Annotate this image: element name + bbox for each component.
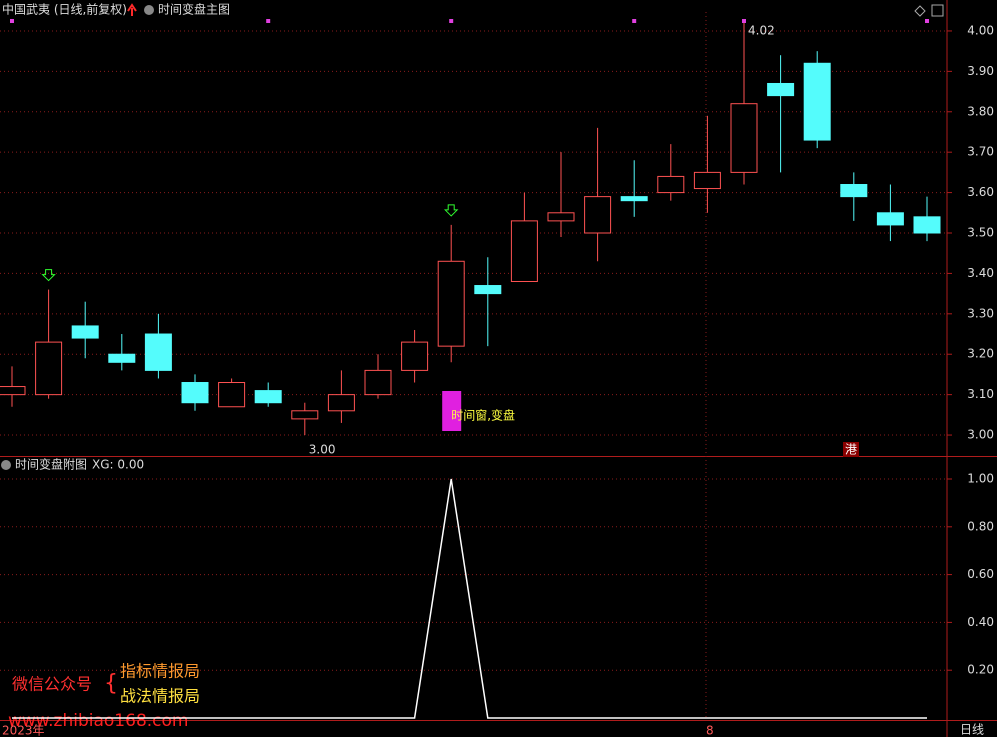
y-tick-label: 0.20 [967,663,994,677]
candle-body [803,62,831,141]
signal-dot [10,19,14,23]
y-tick-label: 0.60 [967,567,994,581]
icon [144,5,154,15]
y-tick-label: 3.10 [967,387,994,401]
watermark: 指标情报局 [120,662,200,681]
y-tick-label: 3.80 [967,104,994,118]
series-line [12,478,927,719]
icon [931,4,944,17]
y-tick-label: 0.80 [967,519,994,533]
icon [1,460,11,470]
watermark: 微信公众号 [12,675,92,694]
candle-body [0,386,26,396]
candle-body [876,212,904,226]
y-tick-label: 3.90 [967,64,994,78]
down-arrow [443,204,459,217]
window-label: 时间窗,变盘 [451,408,515,423]
min-label: 3.00 [309,443,336,457]
corner-badge [843,442,859,457]
candle-body [364,369,392,396]
y-tick-label: 3.20 [967,347,994,361]
candle-body [144,333,172,371]
candle-body [437,260,465,347]
y-tick-label: 3.30 [967,306,994,320]
candle-body [547,212,575,222]
icon [127,3,137,16]
candle-body [291,410,319,420]
watermark: 战法情报局 [120,687,200,706]
brace: { [104,671,118,696]
y-tick-label: 3.60 [967,185,994,199]
period-label: 日线 [960,723,984,737]
candle-body [584,196,612,234]
indicator-title: 时间变盘主图 [158,2,230,17]
candle-body [474,285,502,295]
year-label: 2023年 [2,724,45,737]
corner-label: 港 [845,443,857,457]
candle-body [401,341,429,371]
candle-body [913,216,941,234]
stock-name: 中国武夷 (日线,前复权) [2,2,127,17]
signal-dot [925,19,929,23]
candle-body [693,171,721,190]
candle-body [108,353,136,363]
signal-dot [632,19,637,23]
watermark-url: www.zhibiao168.com [8,711,188,731]
y-tick-label: 3.50 [967,226,994,240]
candle-body [218,382,246,408]
y-tick-label: 1.00 [967,472,994,486]
y-tick-label: 3.00 [967,428,994,442]
y-tick-label: 3.40 [967,266,994,280]
candle-body [35,341,63,396]
y-tick-label: 4.00 [967,23,994,37]
candle-body [181,382,209,404]
signal-dot [449,19,454,23]
max-label: 4.02 [748,23,775,37]
month-label: 8 [706,724,714,737]
icon [914,5,926,17]
candle-body [730,103,758,173]
sub-title: 时间变盘附图 [15,457,87,472]
candle-body [254,390,282,404]
candle-body [327,394,355,412]
candle-body [620,196,648,202]
candle-body [71,325,99,339]
candle-body [840,184,868,198]
candle-body [657,175,685,194]
down-arrow [41,269,56,282]
candle-body [510,220,538,282]
y-tick-label: 0.40 [967,615,994,629]
signal-dot [266,19,271,23]
legend-entry: XG: 0.00 [92,458,144,472]
time-window [442,391,462,431]
candle-body [767,82,795,97]
signal-dot [742,19,746,23]
y-tick-label: 3.70 [967,145,994,159]
